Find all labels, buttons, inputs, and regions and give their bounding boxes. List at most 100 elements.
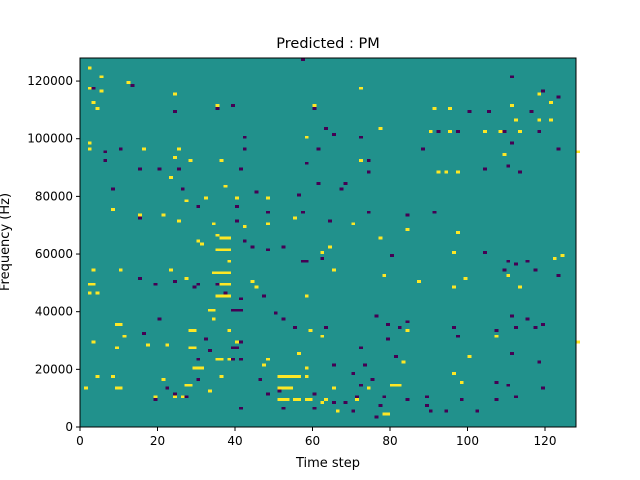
- heatmap-cell-high: [169, 268, 173, 272]
- heatmap-cell-high: [277, 398, 282, 402]
- heatmap-cell-high: [463, 277, 468, 280]
- heatmap-cell-high: [428, 130, 433, 133]
- heatmap-cell-high: [99, 75, 104, 79]
- heatmap-cell-high: [285, 386, 290, 390]
- heatmap-cell-low: [514, 262, 518, 266]
- heatmap-cell-high: [176, 147, 181, 151]
- heatmap-cell-high: [219, 294, 224, 298]
- heatmap-cell-low: [235, 205, 239, 208]
- heatmap-cell-low: [196, 282, 201, 286]
- heatmap-cell-high: [285, 375, 290, 378]
- heatmap-cell-high: [188, 158, 193, 162]
- heatmap-cell-high: [390, 383, 394, 387]
- heatmap-cell-high: [281, 375, 286, 378]
- heatmap-cell-high: [506, 274, 511, 278]
- heatmap-cell-low: [176, 167, 181, 171]
- heatmap-cell-low: [475, 409, 480, 413]
- heatmap-cell-low: [556, 274, 561, 278]
- heatmap-cell-high: [250, 279, 255, 283]
- heatmap-cell-low: [153, 282, 158, 286]
- heatmap-cell-high: [576, 340, 580, 344]
- x-tick-label: 120: [534, 434, 557, 448]
- heatmap-cell-low: [297, 193, 301, 197]
- heatmap-cell-high: [320, 251, 325, 255]
- heatmap-cell-high: [227, 259, 232, 263]
- heatmap-cell-low: [452, 326, 456, 329]
- heatmap-cell-low: [258, 377, 263, 381]
- heatmap-cell-low: [386, 323, 390, 327]
- heatmap-cell-low: [231, 104, 235, 108]
- plot-frame: [79, 57, 577, 428]
- heatmap-cell-low: [444, 409, 449, 413]
- heatmap-cell-high: [219, 282, 224, 286]
- heatmap-cell-low: [339, 187, 344, 191]
- heatmap-cell-high: [277, 375, 282, 378]
- heatmap-cell-high: [211, 222, 216, 226]
- heatmap-cell-low: [157, 167, 162, 171]
- x-tick-label: 80: [382, 434, 397, 448]
- heatmap-cell-high: [173, 92, 177, 96]
- heatmap-cell-low: [359, 346, 363, 350]
- x-tick-label: 40: [227, 434, 242, 448]
- heatmap-cell-high: [207, 308, 212, 312]
- heatmap-cell-high: [452, 285, 456, 289]
- heatmap-cell-low: [304, 161, 309, 165]
- heatmap-cell-low: [238, 340, 243, 344]
- heatmap-cell-high: [145, 343, 150, 347]
- heatmap-cell-high: [219, 271, 224, 275]
- heatmap-cell-low: [266, 210, 270, 214]
- heatmap-cell-high: [448, 130, 452, 133]
- heatmap-cell-low: [362, 363, 367, 367]
- heatmap-cell-low: [483, 251, 487, 255]
- heatmap-cell-low: [118, 147, 123, 151]
- heatmap-cell-low: [514, 326, 518, 329]
- heatmap-cell-high: [359, 86, 363, 90]
- heatmap-cell-high: [227, 282, 232, 286]
- heatmap-cell-low: [316, 147, 321, 151]
- heatmap-cell-high: [142, 147, 146, 151]
- heatmap-cell-high: [382, 412, 387, 416]
- heatmap-cell-high: [494, 334, 499, 338]
- heatmap-cell-low: [405, 320, 410, 324]
- heatmap-cell-high: [393, 383, 398, 387]
- heatmap-cell-low: [281, 406, 286, 410]
- heatmap-cell-high: [432, 107, 437, 110]
- heatmap-cell-high: [207, 389, 212, 393]
- heatmap-cell-high: [161, 213, 166, 217]
- heatmap-cell-high: [331, 268, 336, 272]
- heatmap-cell-low: [556, 95, 561, 99]
- heatmap-cell-low: [541, 89, 545, 93]
- heatmap-cell-low: [374, 314, 379, 318]
- heatmap-cell-low: [506, 164, 511, 168]
- heatmap-cell-low: [556, 147, 561, 151]
- heatmap-cell-low: [153, 398, 158, 402]
- heatmap-cell-low: [242, 135, 247, 139]
- heatmap-cells: [83, 58, 580, 419]
- heatmap-cell-low: [510, 75, 514, 79]
- heatmap-cell-high: [99, 89, 104, 93]
- heatmap-cell-high: [304, 398, 309, 402]
- heatmap-cell-high: [297, 398, 301, 402]
- heatmap-cell-low: [254, 190, 259, 194]
- heatmap-cell-high: [114, 346, 119, 350]
- heatmap-cell-high: [417, 279, 421, 283]
- heatmap-cell-low: [343, 181, 348, 185]
- heatmap-cell-high: [215, 104, 220, 108]
- heatmap-cell-high: [227, 236, 232, 240]
- heatmap-cell-low: [351, 372, 356, 376]
- heatmap-cell-low: [103, 150, 108, 154]
- heatmap-cell-high: [355, 398, 359, 402]
- heatmap-cell-low: [281, 317, 286, 321]
- heatmap-cell-low: [238, 357, 243, 361]
- heatmap-cell-high: [227, 271, 232, 275]
- heatmap-cell-high: [215, 357, 220, 361]
- heatmap-cell-high: [219, 357, 224, 361]
- heatmap-cell-high: [192, 366, 197, 370]
- heatmap-cell-high: [510, 104, 514, 108]
- heatmap-cell-high: [227, 328, 232, 332]
- heatmap-cell-high: [219, 158, 224, 162]
- x-axis: 0 20 40 60 80 100 120: [76, 427, 556, 448]
- heatmap-cell-low: [266, 392, 270, 396]
- heatmap-cell-high: [204, 196, 208, 200]
- heatmap-cell-high: [223, 248, 228, 252]
